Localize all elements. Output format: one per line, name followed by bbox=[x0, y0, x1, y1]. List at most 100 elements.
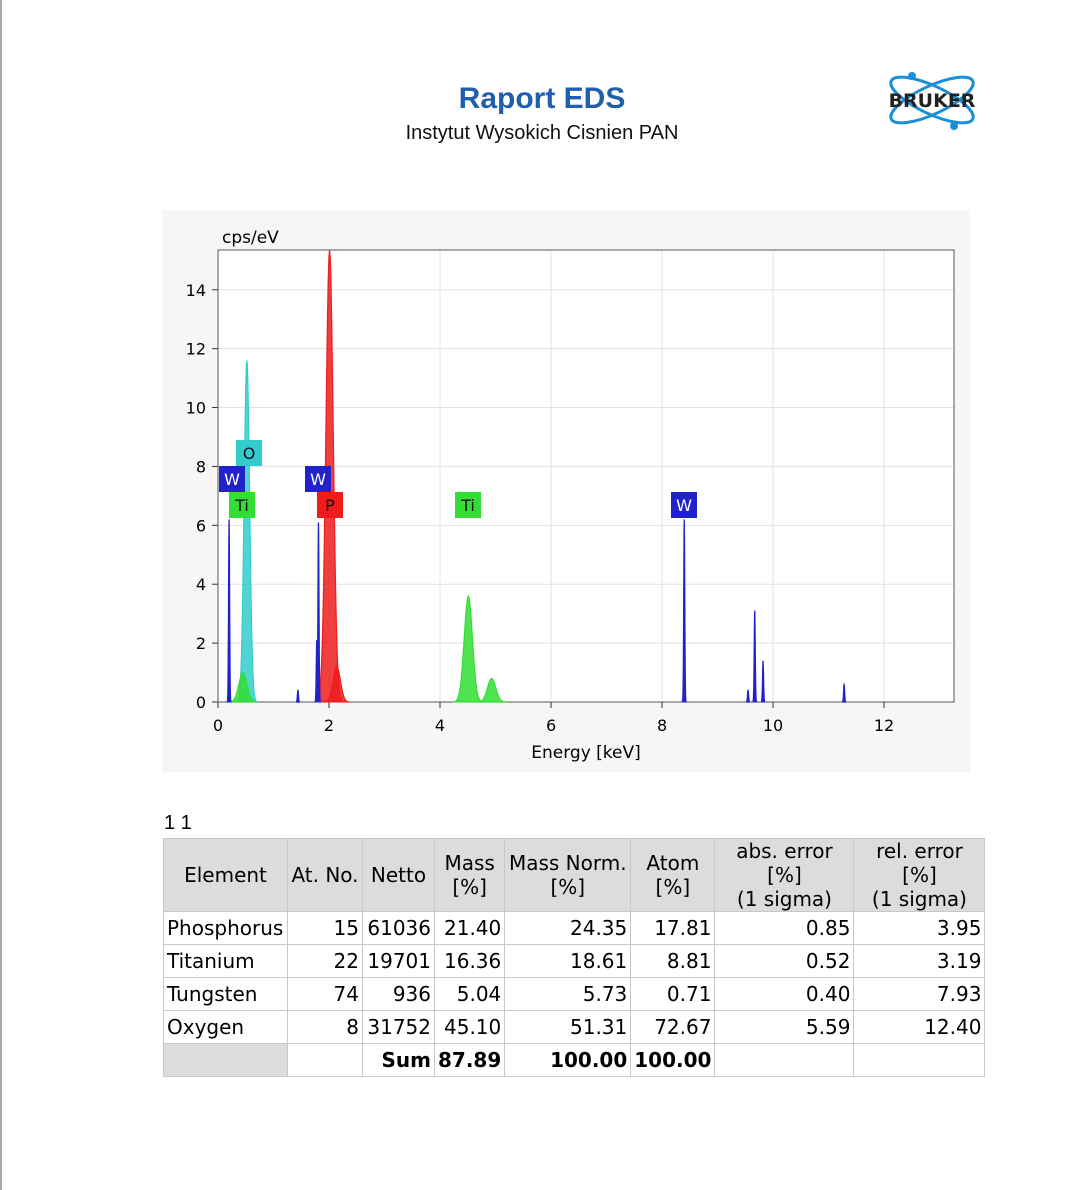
table-cell: 936 bbox=[362, 977, 435, 1011]
peak-label: Ti bbox=[460, 496, 475, 515]
table-cell: 0.52 bbox=[714, 944, 855, 978]
title: Raport EDS bbox=[458, 82, 626, 115]
spectrum-peak bbox=[453, 594, 484, 703]
spectrum-peak bbox=[476, 677, 507, 703]
table-cell: 18.61 bbox=[504, 944, 632, 978]
table-caption: 1 1 bbox=[164, 812, 192, 834]
plot-frame bbox=[217, 249, 955, 703]
peak-label: Ti bbox=[234, 496, 249, 515]
table-cell: 8.81 bbox=[630, 944, 716, 978]
table-row: Oxygen 8 31752 45.10 51.31 72.67 5.59 12.40 bbox=[163, 1010, 986, 1044]
x-axis-label: Energy [keV] bbox=[531, 743, 641, 763]
table-cell: Element bbox=[163, 838, 288, 912]
table-cell: Titanium bbox=[163, 944, 288, 978]
table-cell: 87.89 bbox=[433, 1043, 506, 1077]
logo-text: BRUKER bbox=[889, 90, 976, 112]
y-tick-label: 8 bbox=[196, 457, 206, 476]
peak-label: O bbox=[243, 444, 256, 463]
x-tick-label: 10 bbox=[763, 716, 783, 735]
subtitle: Instytut Wysokich Cisnien PAN bbox=[405, 122, 679, 144]
table-cell: Netto bbox=[362, 838, 435, 912]
table-cell: 5.59 bbox=[714, 1010, 855, 1044]
peak-label-box bbox=[236, 440, 262, 466]
table-cell: 51.31 bbox=[504, 1010, 632, 1044]
spectrum-peak bbox=[227, 671, 258, 703]
table-cell bbox=[163, 1043, 288, 1077]
table-cell: 100.00 bbox=[504, 1043, 632, 1077]
x-tick-label: 4 bbox=[435, 716, 445, 735]
peak-label: W bbox=[310, 470, 326, 489]
table-cell: 72.67 bbox=[630, 1010, 716, 1044]
y-tick-label: 14 bbox=[186, 281, 206, 300]
table-cell bbox=[714, 1043, 855, 1077]
table-cell: 22 bbox=[287, 944, 363, 978]
table-cell: 12.40 bbox=[853, 1010, 986, 1044]
y-tick-label: 6 bbox=[196, 516, 206, 535]
peak-label-box bbox=[229, 492, 255, 518]
peak-label-box bbox=[671, 492, 697, 518]
spectrum-peak bbox=[226, 519, 233, 703]
y-tick-label: 2 bbox=[196, 634, 206, 653]
table-row: Element At. No. Netto Mass [%] Mass Norm. [%… bbox=[163, 838, 986, 912]
x-tick-label: 12 bbox=[874, 716, 894, 735]
table-row: Phosphorus 15 61036 21.40 24.35 17.81 0.85 3.95 bbox=[163, 911, 986, 945]
table-cell: 74 bbox=[287, 977, 363, 1011]
table-cell: At. No. bbox=[287, 838, 363, 912]
spectrum-peak bbox=[315, 522, 322, 703]
table-cell: 3.19 bbox=[853, 944, 986, 978]
spectrum-peak bbox=[745, 688, 751, 703]
table-cell: 15 bbox=[287, 911, 363, 945]
table-cell: Atom [%] bbox=[630, 838, 716, 912]
table-cell: abs. error [%] (1 sigma) bbox=[714, 838, 855, 912]
table-cell: rel. error [%] (1 sigma) bbox=[853, 838, 986, 912]
table-cell: 16.36 bbox=[433, 944, 506, 978]
y-tick-label: 0 bbox=[196, 693, 206, 712]
table-cell: Oxygen bbox=[163, 1010, 288, 1044]
y-tick-label: 12 bbox=[186, 340, 206, 359]
x-tick-label: 2 bbox=[324, 716, 334, 735]
spectrum-peak bbox=[751, 610, 759, 703]
peak-label-box bbox=[305, 466, 331, 492]
table-row: Tungsten 74 936 5.04 5.73 0.71 0.40 7.93 bbox=[163, 977, 986, 1011]
table-cell: 0.71 bbox=[630, 977, 716, 1011]
plot-area bbox=[218, 250, 954, 702]
table-cell: 5.73 bbox=[504, 977, 632, 1011]
peak-label: W bbox=[224, 470, 240, 489]
table-cell: 21.40 bbox=[433, 911, 506, 945]
spectrum-peak bbox=[323, 665, 351, 703]
results-table: Element At. No. Netto Mass [%] Mass Norm. [%… bbox=[163, 838, 986, 1077]
table-cell: 8 bbox=[287, 1010, 363, 1044]
spectrum-peak bbox=[681, 519, 688, 703]
table-cell: 61036 bbox=[362, 911, 435, 945]
table-cell: 19701 bbox=[362, 944, 435, 978]
table-row: Titanium 22 19701 16.36 18.61 8.81 0.52 3.19 bbox=[163, 944, 986, 978]
table-cell bbox=[853, 1043, 986, 1077]
y-tick-label: 10 bbox=[186, 399, 206, 418]
table-cell: 7.93 bbox=[853, 977, 986, 1011]
peak-label-box bbox=[455, 492, 481, 518]
table-cell: 100.00 bbox=[630, 1043, 716, 1077]
table-cell: 45.10 bbox=[433, 1010, 506, 1044]
x-tick-label: 8 bbox=[657, 716, 667, 735]
table-cell: 5.04 bbox=[433, 977, 506, 1011]
table-cell: Mass [%] bbox=[433, 838, 506, 912]
table-cell: Sum bbox=[362, 1043, 435, 1077]
table-cell: 24.35 bbox=[504, 911, 632, 945]
peak-label-box bbox=[317, 492, 343, 518]
spectrum-peak bbox=[841, 682, 847, 703]
x-tick-label: 6 bbox=[546, 716, 556, 735]
table-cell: 17.81 bbox=[630, 911, 716, 945]
table-cell: Mass Norm. [%] bbox=[504, 838, 632, 912]
spectrum-peak bbox=[295, 688, 301, 703]
peak-label: W bbox=[676, 496, 692, 515]
y-axis-label: cps/eV bbox=[222, 228, 279, 248]
peak-label: P bbox=[325, 496, 335, 515]
logo: BRUKER bbox=[889, 72, 976, 130]
table-row: Sum 87.89 100.00 100.00 bbox=[163, 1043, 986, 1077]
spectrum-peak bbox=[760, 660, 766, 703]
table-cell: 3.95 bbox=[853, 911, 986, 945]
table-cell: 31752 bbox=[362, 1010, 435, 1044]
peak-label-box bbox=[219, 466, 245, 492]
